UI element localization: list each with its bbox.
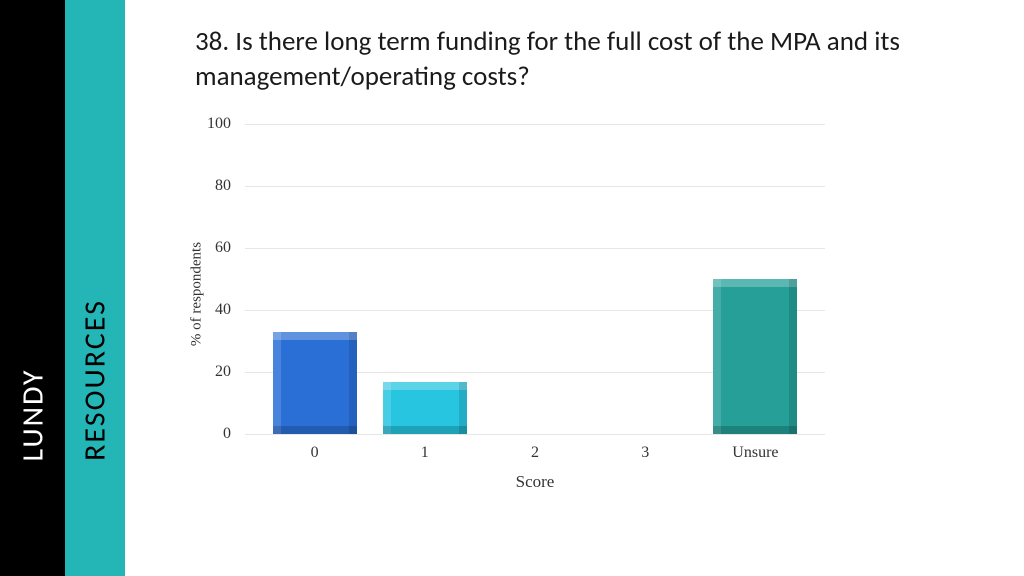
y-tick-label: 20 bbox=[215, 363, 245, 381]
x-axis-label: Score bbox=[516, 434, 555, 492]
x-tick-label: Unsure bbox=[732, 434, 778, 462]
y-tick-label: 80 bbox=[215, 177, 245, 195]
sidebar-label-resources: RESOURCES bbox=[77, 299, 114, 461]
x-tick-label: 3 bbox=[641, 434, 649, 462]
bars-container bbox=[245, 124, 825, 434]
x-tick-label: 0 bbox=[311, 434, 319, 462]
y-tick-label: 60 bbox=[215, 239, 245, 257]
plot-area: 020406080100 0123Unsure Score bbox=[245, 124, 825, 434]
sidebar-black: LUNDY bbox=[0, 0, 65, 576]
y-tick-label: 0 bbox=[223, 425, 245, 443]
chart: % of respondents 020406080100 0123Unsure… bbox=[205, 124, 845, 494]
content-area: 38. Is there long term funding for the f… bbox=[125, 0, 1024, 576]
sidebar-teal: RESOURCES bbox=[65, 0, 125, 576]
y-tick-label: 100 bbox=[207, 115, 245, 133]
y-axis-label: % of respondents bbox=[189, 242, 206, 346]
sidebar-label-lundy: LUNDY bbox=[14, 368, 51, 461]
y-tick-label: 40 bbox=[215, 301, 245, 319]
bar bbox=[713, 279, 797, 434]
slide-title: 38. Is there long term funding for the f… bbox=[195, 24, 974, 94]
bar bbox=[273, 332, 357, 434]
slide: LUNDY RESOURCES 38. Is there long term f… bbox=[0, 0, 1024, 576]
bar bbox=[383, 382, 467, 435]
x-tick-label: 1 bbox=[421, 434, 429, 462]
